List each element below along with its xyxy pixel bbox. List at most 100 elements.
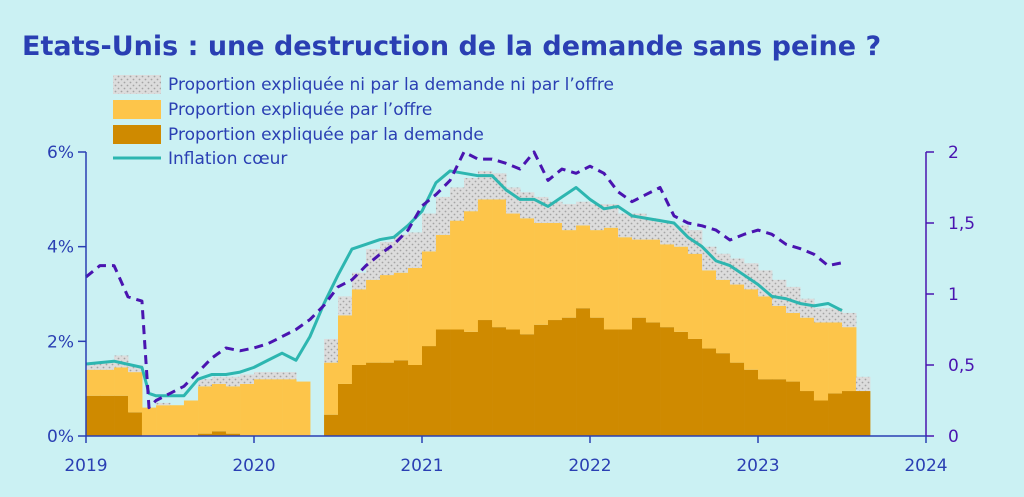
bar-supply bbox=[198, 386, 213, 434]
bar-demand bbox=[422, 346, 437, 436]
bar-demand bbox=[114, 395, 129, 436]
legend-label-supply: Proportion expliquée par l’offre bbox=[168, 100, 432, 120]
bar-supply bbox=[212, 383, 227, 432]
bar-unexplained bbox=[212, 376, 227, 384]
bar-demand bbox=[86, 395, 101, 436]
bar-unexplained bbox=[674, 225, 689, 247]
bar-unexplained bbox=[618, 213, 633, 238]
bar-supply bbox=[464, 211, 479, 332]
bar-demand bbox=[744, 369, 759, 436]
bar-supply bbox=[351, 289, 367, 365]
bar-unexplained bbox=[603, 204, 619, 228]
bar-unexplained bbox=[156, 402, 171, 406]
bars bbox=[86, 170, 871, 436]
bar-unexplained bbox=[393, 234, 409, 273]
x-tick-label: 2023 bbox=[736, 456, 779, 476]
bar-supply bbox=[366, 279, 381, 363]
bar-supply bbox=[660, 244, 675, 328]
bar-supply bbox=[225, 386, 241, 434]
bar-unexplained bbox=[267, 372, 283, 380]
bar-unexplained bbox=[435, 196, 451, 235]
legend: Proportion expliquée ni par la demande n… bbox=[113, 75, 614, 169]
x-tick-label: 2021 bbox=[400, 456, 443, 476]
bar-demand bbox=[548, 320, 563, 436]
bar-supply bbox=[744, 289, 759, 370]
bar-unexplained bbox=[519, 192, 535, 219]
bar-unexplained bbox=[422, 213, 437, 252]
core-inflation-line bbox=[85, 169, 843, 398]
bar-supply bbox=[590, 230, 605, 318]
bar-unexplained bbox=[338, 296, 353, 316]
bar-unexplained bbox=[813, 308, 829, 323]
bar-demand bbox=[519, 334, 535, 436]
bar-supply bbox=[240, 383, 255, 436]
bar-demand bbox=[729, 362, 745, 436]
bar-supply bbox=[618, 237, 633, 330]
bar-unexplained bbox=[758, 270, 773, 297]
bar-unexplained bbox=[660, 223, 675, 245]
bar-supply bbox=[576, 225, 591, 309]
bar-supply bbox=[408, 267, 423, 365]
bar-supply bbox=[422, 251, 437, 347]
legend-swatch-demand bbox=[113, 125, 161, 144]
bar-unexplained bbox=[99, 362, 115, 370]
bar-supply bbox=[519, 218, 535, 335]
legend-label-core-inflation: Inflation cœur bbox=[168, 149, 287, 169]
bar-unexplained bbox=[645, 218, 661, 240]
bar-demand bbox=[702, 348, 717, 436]
bar-supply bbox=[645, 239, 661, 323]
bar-supply bbox=[183, 400, 199, 436]
x-tick-label: 2020 bbox=[232, 456, 275, 476]
bar-demand bbox=[603, 329, 619, 436]
bar-demand bbox=[380, 362, 395, 436]
x-tick-label: 2019 bbox=[64, 456, 107, 476]
bar-unexplained bbox=[716, 253, 731, 280]
bar-unexplained bbox=[800, 298, 815, 318]
y-right-tick-label: 0 bbox=[948, 427, 959, 447]
bar-supply bbox=[128, 372, 143, 413]
bar-supply bbox=[842, 327, 857, 392]
bar-demand bbox=[786, 381, 801, 436]
bar-supply bbox=[296, 381, 311, 436]
bar-demand bbox=[435, 329, 451, 436]
bar-supply bbox=[603, 227, 619, 330]
bar-demand bbox=[351, 365, 367, 436]
bar-unexplained bbox=[86, 362, 101, 370]
bar-unexplained bbox=[198, 379, 213, 387]
bar-demand bbox=[674, 331, 689, 436]
bar-supply bbox=[450, 220, 465, 330]
y-left-tick-label: 6% bbox=[47, 143, 74, 163]
bar-demand bbox=[828, 393, 843, 436]
bar-demand bbox=[393, 360, 409, 436]
bar-supply bbox=[548, 223, 563, 321]
bar-demand bbox=[225, 433, 241, 436]
bar-supply bbox=[561, 230, 577, 318]
bar-unexplained bbox=[576, 201, 591, 226]
bar-unexplained bbox=[282, 372, 297, 380]
bar-unexplained bbox=[408, 232, 423, 268]
bar-demand bbox=[632, 317, 647, 436]
bar-demand bbox=[477, 320, 493, 436]
bar-supply bbox=[86, 369, 101, 396]
bar-supply bbox=[716, 279, 731, 354]
bar-supply bbox=[156, 405, 171, 436]
bar-supply bbox=[338, 315, 353, 384]
bar-supply bbox=[141, 407, 157, 436]
x-tick-label: 2024 bbox=[904, 456, 947, 476]
y-right-tick-label: 2 bbox=[948, 143, 959, 163]
bar-supply bbox=[813, 322, 829, 401]
bar-demand bbox=[771, 379, 787, 436]
bar-demand bbox=[576, 308, 591, 436]
bar-supply bbox=[534, 223, 549, 325]
bar-demand bbox=[492, 327, 507, 436]
bar-unexplained bbox=[225, 376, 241, 387]
bar-unexplained bbox=[128, 365, 143, 373]
bar-unexplained bbox=[324, 338, 339, 363]
legend-swatch-supply bbox=[113, 100, 161, 119]
bar-unexplained bbox=[254, 372, 269, 380]
bar-unexplained bbox=[450, 187, 465, 221]
bar-unexplained bbox=[477, 170, 493, 200]
bar-unexplained bbox=[702, 246, 717, 271]
bar-unexplained bbox=[590, 204, 605, 231]
